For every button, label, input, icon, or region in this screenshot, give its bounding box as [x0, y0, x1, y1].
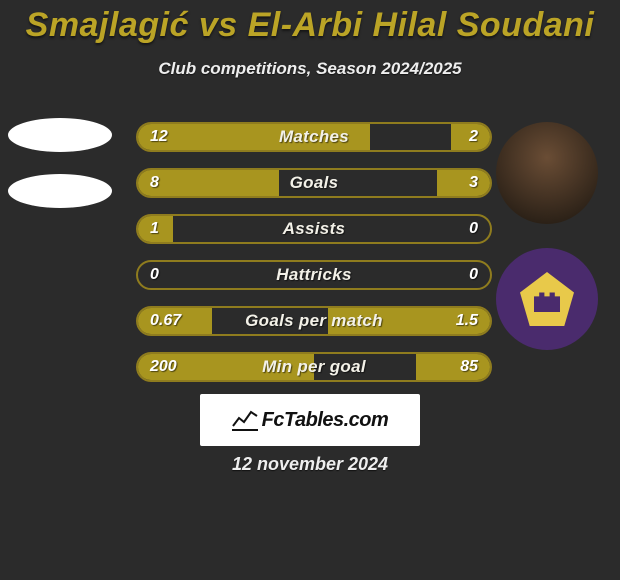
comparison-subtitle: Club competitions, Season 2024/2025: [0, 59, 620, 79]
stat-label: Matches: [138, 124, 490, 150]
stats-list: 122Matches 83Goals 10Assists 00Hattricks 0.6…: [136, 122, 492, 382]
stat-row: 10Assists: [136, 214, 492, 244]
stat-label: Goals: [138, 170, 490, 196]
stat-row: 122Matches: [136, 122, 492, 152]
stat-label: Min per goal: [138, 354, 490, 380]
stat-row: 83Goals: [136, 168, 492, 198]
stat-row: 0.671.5Goals per match: [136, 306, 492, 336]
player1-club-placeholder: [8, 174, 112, 208]
castle-icon: [534, 286, 560, 312]
brand-box[interactable]: FcTables.com: [200, 394, 420, 446]
face-icon: [496, 122, 598, 224]
stat-label: Goals per match: [138, 308, 490, 334]
shield-icon: [520, 272, 574, 326]
stat-label: Assists: [138, 216, 490, 242]
player2-avatar-block: [496, 122, 600, 350]
player1-avatar-block: [8, 118, 116, 230]
player2-avatar: [496, 122, 598, 224]
chart-icon: [232, 409, 258, 431]
comparison-date: 12 november 2024: [0, 454, 620, 475]
brand-label: FcTables.com: [262, 409, 389, 432]
player2-club-badge: [496, 248, 598, 350]
stat-label: Hattricks: [138, 262, 490, 288]
comparison-title: Smajlagić vs El-Arbi Hilal Soudani: [0, 0, 620, 45]
player1-avatar-placeholder: [8, 118, 112, 152]
stat-row: 20085Min per goal: [136, 352, 492, 382]
stat-row: 00Hattricks: [136, 260, 492, 290]
